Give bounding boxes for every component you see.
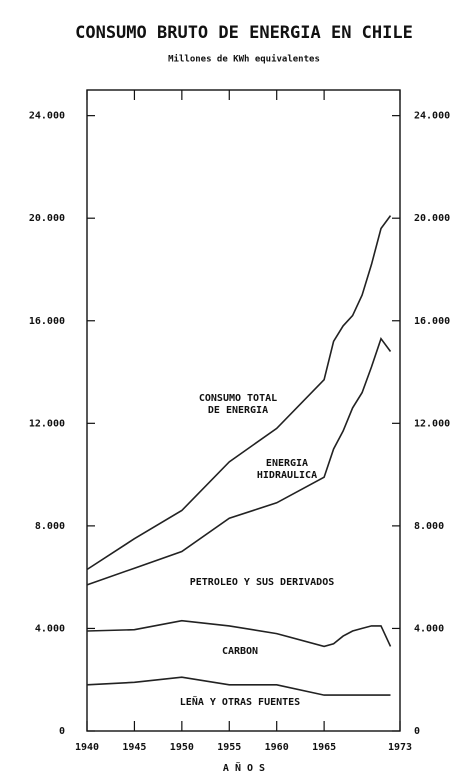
- series-label: PETROLEO Y SUS DERIVADOS: [189, 577, 335, 588]
- y-tick-label: 16.000: [29, 316, 65, 327]
- chart-title: CONSUMO BRUTO DE ENERGIA EN CHILE: [75, 23, 413, 43]
- y2-tick-label: 20.000: [414, 213, 450, 224]
- series-line: [86, 336, 392, 586]
- x-tick-label: 1965: [312, 742, 336, 753]
- series-line: [86, 619, 392, 648]
- series-line: [86, 676, 391, 696]
- series-label: CARBON: [221, 646, 259, 657]
- y-tick-label: 0: [59, 726, 65, 737]
- x-tick-label: 1960: [265, 742, 289, 753]
- x-tick-label: 1940: [75, 742, 99, 753]
- y-tick-label: 12.000: [29, 418, 65, 429]
- y-tick-label: 24.000: [29, 111, 65, 122]
- y2-tick-label: 0: [414, 726, 420, 737]
- chart-subtitle: Millones de KWh equivalentes: [168, 54, 320, 65]
- y-tick-label: 8.000: [35, 521, 65, 532]
- y2-tick-label: 8.000: [414, 521, 444, 532]
- x-tick-label: 1945: [122, 742, 146, 753]
- y-tick-label: 20.000: [29, 213, 65, 224]
- y2-tick-label: 24.000: [414, 111, 450, 122]
- y2-tick-label: 4.000: [414, 623, 444, 634]
- series-label: LEÑA Y OTRAS FUENTES: [179, 697, 301, 708]
- x-axis-label: A Ñ O S: [223, 761, 265, 774]
- y2-tick-label: 16.000: [414, 316, 450, 327]
- plot-frame: [86, 89, 401, 732]
- y-tick-label: 4.000: [35, 623, 65, 634]
- x-tick-label: 1950: [170, 742, 194, 753]
- series-line: [86, 215, 392, 571]
- series-label: ENERGIA HIDRAULICA: [256, 458, 318, 481]
- x-tick-label: 1973: [388, 742, 412, 753]
- y2-tick-label: 12.000: [414, 418, 450, 429]
- annotation: CONSUMO TOTAL DE ENERGIA: [198, 393, 278, 416]
- x-tick-label: 1955: [217, 742, 241, 753]
